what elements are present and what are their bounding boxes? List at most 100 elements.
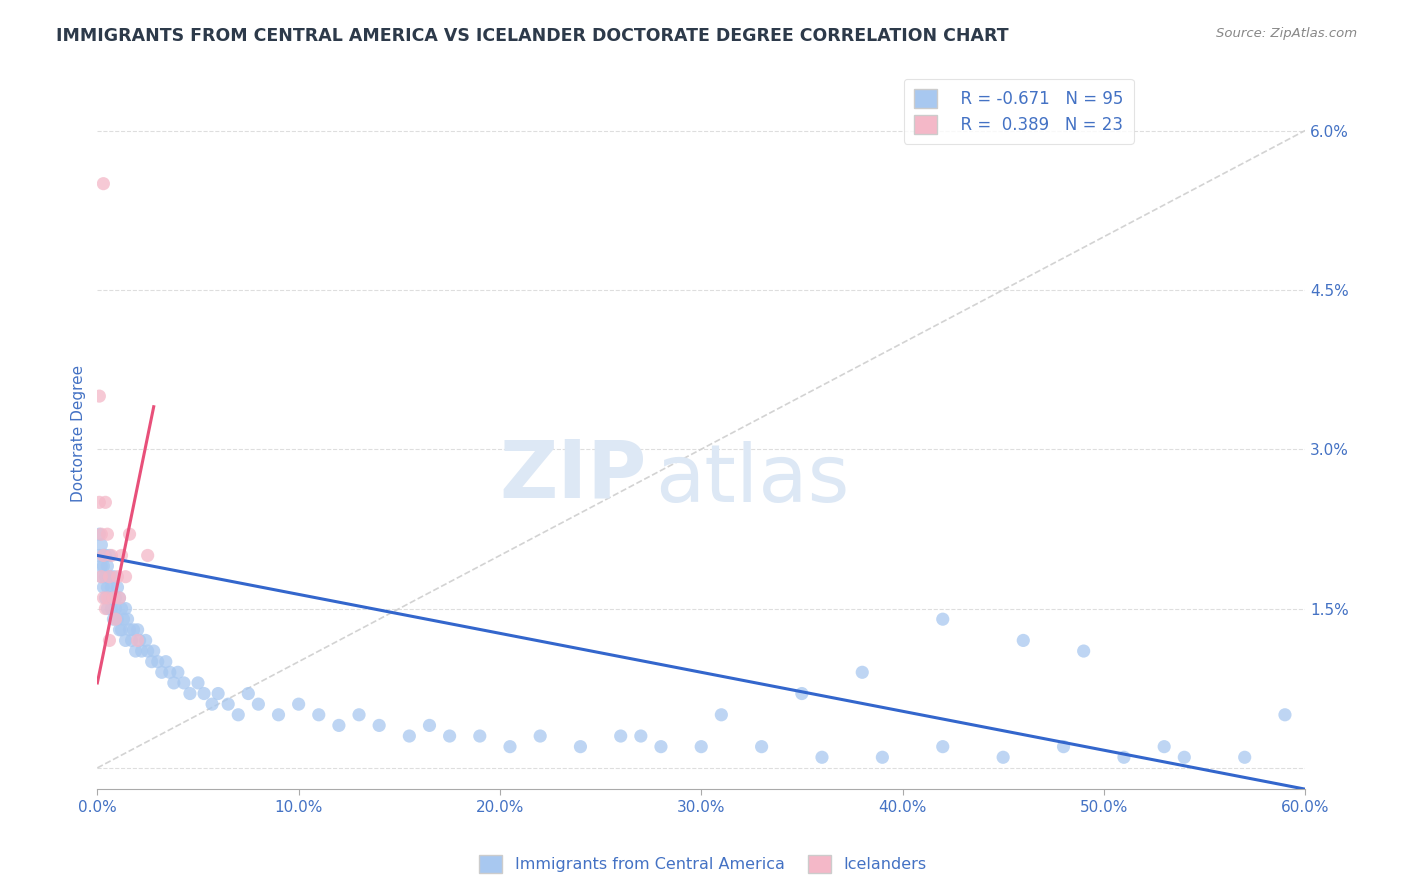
- Point: [114, 633, 136, 648]
- Point: [98, 633, 121, 648]
- Point: [439, 729, 461, 743]
- Point: [93, 580, 115, 594]
- Point: [991, 750, 1014, 764]
- Point: [93, 549, 115, 563]
- Point: [163, 676, 186, 690]
- Point: [94, 570, 117, 584]
- Point: [93, 549, 115, 563]
- Point: [790, 687, 813, 701]
- Point: [287, 697, 309, 711]
- Point: [108, 591, 131, 605]
- Point: [247, 697, 270, 711]
- Point: [89, 549, 111, 563]
- Point: [141, 655, 163, 669]
- Point: [328, 718, 350, 732]
- Point: [107, 612, 129, 626]
- Point: [238, 687, 260, 701]
- Point: [114, 570, 136, 584]
- Point: [103, 570, 125, 584]
- Point: [100, 549, 122, 563]
- Point: [267, 707, 290, 722]
- Point: [851, 665, 873, 680]
- Point: [93, 591, 115, 605]
- Point: [98, 591, 121, 605]
- Point: [104, 612, 127, 626]
- Point: [94, 495, 117, 509]
- Point: [529, 729, 551, 743]
- Point: [93, 559, 115, 574]
- Point: [418, 718, 440, 732]
- Y-axis label: Doctorate Degree: Doctorate Degree: [72, 365, 86, 502]
- Point: [569, 739, 592, 754]
- Point: [110, 623, 132, 637]
- Point: [90, 570, 112, 584]
- Point: [90, 559, 112, 574]
- Point: [127, 633, 149, 648]
- Point: [127, 623, 149, 637]
- Point: [93, 177, 115, 191]
- Point: [98, 570, 121, 584]
- Point: [1274, 707, 1296, 722]
- Point: [398, 729, 420, 743]
- Point: [650, 739, 672, 754]
- Point: [136, 549, 159, 563]
- Point: [94, 591, 117, 605]
- Point: [98, 549, 121, 563]
- Point: [1173, 750, 1195, 764]
- Point: [89, 389, 111, 403]
- Point: [173, 676, 195, 690]
- Point: [112, 612, 135, 626]
- Point: [226, 707, 249, 722]
- Point: [131, 644, 153, 658]
- Legend:   R = -0.671   N = 95,   R =  0.389   N = 23: R = -0.671 N = 95, R = 0.389 N = 23: [904, 78, 1133, 144]
- Point: [118, 623, 141, 637]
- Point: [98, 570, 121, 584]
- Point: [201, 697, 224, 711]
- Point: [751, 739, 773, 754]
- Point: [932, 612, 955, 626]
- Point: [1112, 750, 1135, 764]
- Point: [100, 601, 122, 615]
- Point: [90, 570, 112, 584]
- Point: [1052, 739, 1074, 754]
- Point: [811, 750, 834, 764]
- Point: [207, 687, 229, 701]
- Point: [103, 612, 125, 626]
- Point: [108, 623, 131, 637]
- Text: Source: ZipAtlas.com: Source: ZipAtlas.com: [1216, 27, 1357, 40]
- Point: [96, 559, 118, 574]
- Point: [187, 676, 209, 690]
- Point: [135, 633, 157, 648]
- Point: [1233, 750, 1256, 764]
- Point: [630, 729, 652, 743]
- Point: [118, 527, 141, 541]
- Legend: Immigrants from Central America, Icelanders: Immigrants from Central America, Iceland…: [472, 848, 934, 880]
- Point: [110, 549, 132, 563]
- Point: [90, 527, 112, 541]
- Point: [308, 707, 330, 722]
- Point: [100, 580, 122, 594]
- Point: [368, 718, 391, 732]
- Point: [159, 665, 181, 680]
- Point: [609, 729, 631, 743]
- Point: [128, 633, 150, 648]
- Text: atlas: atlas: [655, 441, 849, 518]
- Point: [124, 644, 146, 658]
- Point: [96, 601, 118, 615]
- Point: [107, 570, 129, 584]
- Point: [872, 750, 894, 764]
- Point: [193, 687, 215, 701]
- Point: [96, 580, 118, 594]
- Point: [167, 665, 190, 680]
- Point: [107, 580, 129, 594]
- Point: [89, 527, 111, 541]
- Point: [690, 739, 713, 754]
- Point: [1012, 633, 1035, 648]
- Point: [94, 549, 117, 563]
- Point: [155, 655, 177, 669]
- Point: [94, 601, 117, 615]
- Text: ZIP: ZIP: [499, 437, 647, 515]
- Point: [121, 633, 143, 648]
- Point: [90, 538, 112, 552]
- Point: [468, 729, 491, 743]
